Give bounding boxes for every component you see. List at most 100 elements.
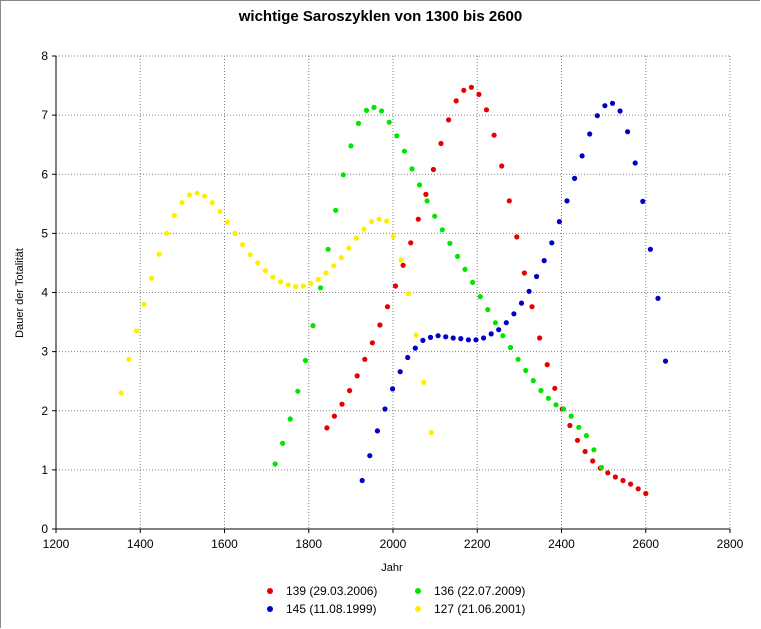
data-point <box>186 192 193 198</box>
data-point <box>549 240 555 246</box>
legend-item: 136 (22.07.2009) <box>415 584 525 598</box>
data-point <box>359 477 365 484</box>
y-tick-label: 3 <box>41 345 48 359</box>
x-tick-label: 2600 <box>632 537 659 551</box>
data-point <box>368 219 375 225</box>
data-point <box>439 227 445 233</box>
legend: 139 (29.03.2006) 145 (11.08.1999) 136 (22.… <box>267 584 525 616</box>
data-point <box>400 262 406 268</box>
data-point <box>149 275 155 281</box>
data-point <box>308 281 314 287</box>
data-point <box>331 263 337 269</box>
data-point <box>224 219 230 225</box>
data-point <box>572 175 578 181</box>
data-point <box>612 474 619 480</box>
axes <box>52 55 731 533</box>
data-point <box>355 120 362 126</box>
data-point <box>277 279 284 285</box>
series-2 <box>272 104 605 471</box>
data-point <box>514 234 520 240</box>
data-point <box>491 132 497 138</box>
data-point <box>362 356 368 362</box>
y-tick-label: 1 <box>41 463 48 477</box>
data-point <box>398 257 404 263</box>
series-3 <box>359 100 669 484</box>
data-point <box>473 337 479 343</box>
data-point <box>594 113 600 119</box>
data-point <box>635 486 641 492</box>
data-point <box>605 470 611 476</box>
data-point <box>506 198 512 204</box>
data-point <box>518 300 525 306</box>
data-point <box>255 260 261 266</box>
data-point <box>280 440 286 446</box>
data-point <box>602 103 608 109</box>
data-point <box>552 385 558 391</box>
legend-item: 139 (29.03.2006) <box>267 584 377 598</box>
data-point <box>409 166 415 172</box>
data-point <box>302 357 308 364</box>
data-point <box>331 413 337 419</box>
data-point <box>476 91 482 97</box>
x-tick-label: 1400 <box>127 537 154 551</box>
data-point <box>582 448 588 455</box>
data-point <box>401 148 407 154</box>
data-point <box>561 406 567 412</box>
legend-marker <box>267 606 273 612</box>
data-point <box>348 143 354 149</box>
data-point <box>488 331 494 337</box>
data-point <box>179 200 185 206</box>
tick-labels: 1200 1400 1600 1800 2000 2200 2400 2600 2800 0 1 2 3… <box>41 49 743 551</box>
data-point <box>421 379 427 385</box>
data-point <box>574 437 581 443</box>
data-point <box>420 337 426 343</box>
data-point <box>507 344 514 351</box>
data-point <box>598 464 605 471</box>
data-point <box>427 334 434 340</box>
data-point <box>413 332 419 338</box>
data-point <box>270 274 276 280</box>
y-tick-label: 8 <box>41 49 48 63</box>
data-point <box>609 100 616 106</box>
data-point <box>347 388 353 394</box>
data-point <box>538 388 544 394</box>
legend-label: 139 (29.03.2006) <box>286 584 377 598</box>
y-tick-label: 5 <box>41 226 48 240</box>
data-point <box>386 119 392 125</box>
data-point <box>382 406 388 412</box>
data-point <box>590 458 596 464</box>
data-point <box>591 447 597 453</box>
data-point <box>438 140 444 147</box>
data-point <box>379 108 385 114</box>
data-point <box>587 131 593 137</box>
data-point <box>354 373 360 379</box>
data-point <box>310 323 316 329</box>
data-point <box>133 328 140 334</box>
data-point <box>521 270 528 276</box>
legend-marker <box>415 588 421 594</box>
data-point <box>353 235 359 241</box>
data-point <box>371 104 377 110</box>
y-tick-label: 4 <box>41 286 48 300</box>
y-axis-label: Dauer der Totalität <box>14 248 26 338</box>
data-point <box>625 129 631 135</box>
y-tick-label: 6 <box>41 167 48 181</box>
data-point <box>232 230 238 236</box>
data-point <box>247 252 253 258</box>
data-point <box>537 335 543 341</box>
y-tick-label: 7 <box>41 108 48 122</box>
gridlines <box>56 55 731 529</box>
data-point <box>209 200 215 206</box>
data-point <box>141 301 147 307</box>
data-point <box>369 340 375 346</box>
data-point <box>346 245 352 251</box>
data-point <box>465 337 471 343</box>
legend-marker <box>267 588 273 594</box>
data-point <box>583 433 590 439</box>
data-point <box>390 386 396 392</box>
data-point <box>500 333 506 339</box>
data-point <box>435 333 441 339</box>
x-tick-label: 2800 <box>717 537 744 551</box>
data-points <box>118 84 669 497</box>
